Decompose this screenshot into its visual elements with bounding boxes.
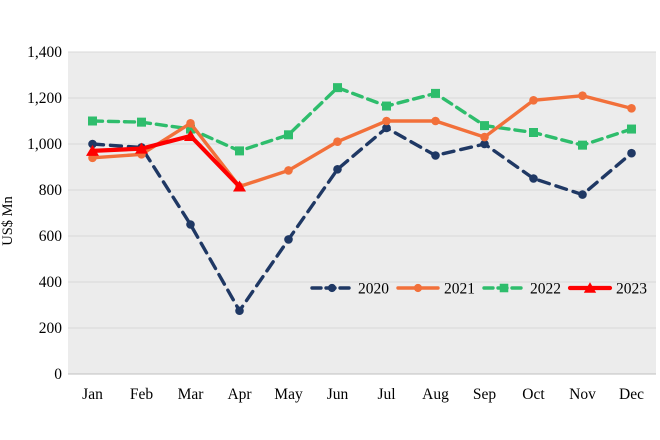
2022-data-point bbox=[431, 88, 440, 98]
2022-data-point bbox=[137, 117, 146, 127]
plot-area bbox=[68, 52, 656, 374]
series-2020 bbox=[88, 123, 636, 316]
2023-data-point bbox=[233, 180, 246, 192]
x-tick-label: Mar bbox=[178, 386, 205, 403]
2021-data-point bbox=[186, 119, 195, 128]
x-tick-label: Jul bbox=[377, 386, 395, 403]
x-tick-label: Apr bbox=[227, 386, 252, 403]
2021-line bbox=[90, 93, 634, 189]
x-tick-label: Aug bbox=[422, 386, 449, 403]
2022-data-point bbox=[284, 130, 293, 140]
2023-data-point bbox=[135, 142, 148, 154]
x-tick-label: Jan bbox=[82, 386, 103, 403]
2020-data-point bbox=[529, 174, 538, 183]
2022-data-point bbox=[627, 124, 636, 134]
x-tick-label: Nov bbox=[569, 386, 596, 403]
legend-item-2021: 2021 bbox=[396, 281, 475, 298]
2021-data-point bbox=[284, 166, 293, 175]
legend-label: 2022 bbox=[530, 281, 561, 298]
y-tick-label: 1,400 bbox=[27, 44, 62, 61]
legend-item-2022: 2022 bbox=[482, 281, 561, 298]
2020-data-point bbox=[382, 123, 391, 133]
2020-data-point bbox=[88, 139, 97, 149]
2023-data-point bbox=[583, 282, 597, 293]
2022-data-point bbox=[529, 128, 538, 137]
y-tick-label: 600 bbox=[39, 228, 63, 245]
x-tick-label: Sep bbox=[473, 386, 497, 403]
2022-data-point bbox=[382, 101, 391, 111]
2020-data-point bbox=[327, 283, 337, 293]
2020-line bbox=[90, 125, 634, 314]
2022-data-point bbox=[186, 124, 195, 134]
2021-data-point bbox=[431, 116, 440, 126]
y-tick-label: 800 bbox=[39, 182, 63, 199]
2022-data-point bbox=[333, 83, 342, 93]
2022-data-point bbox=[578, 140, 587, 150]
legend-label: 2021 bbox=[444, 281, 475, 298]
2020-data-point bbox=[235, 306, 244, 316]
2021-data-point bbox=[382, 116, 391, 126]
y-tick-label: 200 bbox=[39, 320, 63, 337]
x-tick-label: Feb bbox=[130, 386, 154, 403]
legend: 2020 2021 2022 2023 bbox=[310, 281, 647, 298]
2022-data-point bbox=[480, 121, 489, 131]
2020-data-point bbox=[627, 148, 636, 158]
x-tick-label: Dec bbox=[619, 386, 644, 403]
legend-label: 2023 bbox=[616, 281, 647, 298]
2022-data-point bbox=[235, 146, 244, 156]
2020-data-point bbox=[186, 220, 195, 229]
x-tick-label: Oct bbox=[522, 386, 545, 403]
y-tick-label: 1,000 bbox=[27, 136, 62, 153]
y-tick-label: 400 bbox=[39, 274, 63, 291]
2022-data-point bbox=[499, 283, 509, 293]
series-2023 bbox=[86, 129, 246, 192]
2021-data-point bbox=[529, 96, 538, 105]
2020-data-point bbox=[480, 139, 489, 149]
y-tick-label: 1,200 bbox=[27, 90, 62, 107]
x-tick-label: May bbox=[274, 386, 303, 403]
2021-data-point bbox=[627, 104, 636, 113]
2022-data-point bbox=[88, 116, 97, 126]
2023-data-point bbox=[86, 144, 99, 156]
2020-data-point bbox=[578, 190, 587, 199]
x-tick-label: Jun bbox=[327, 386, 349, 403]
2021-data-point bbox=[578, 91, 587, 100]
legend-item-2020: 2020 bbox=[310, 281, 389, 298]
2021-data-point bbox=[480, 132, 489, 142]
2020-data-point bbox=[284, 235, 293, 244]
legend-label: 2020 bbox=[358, 281, 389, 298]
2023-data-point bbox=[184, 129, 197, 141]
2020-data-point bbox=[333, 165, 342, 174]
2021-data-point bbox=[413, 283, 423, 293]
2021-data-point bbox=[333, 137, 342, 146]
y-axis-title: US$ Mn bbox=[0, 195, 16, 245]
legend-item-2023: 2023 bbox=[567, 281, 647, 298]
2020-data-point bbox=[431, 151, 440, 160]
2023-line bbox=[90, 133, 242, 189]
y-tick-label: 0 bbox=[54, 366, 62, 383]
